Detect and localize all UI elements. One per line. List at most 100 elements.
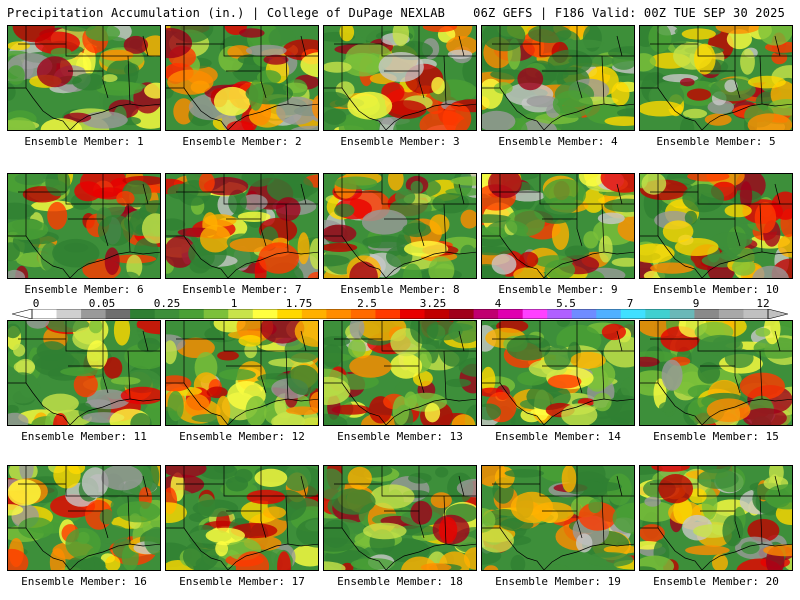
- colorbar-right-arrow: [767, 309, 788, 319]
- ensemble-member-map: [323, 25, 477, 131]
- state-border: [227, 543, 318, 570]
- colorbar-swatch: [424, 309, 450, 319]
- state-border: [385, 398, 476, 425]
- state-border: [142, 330, 149, 352]
- state-border: [734, 466, 741, 539]
- state-border: [539, 321, 577, 352]
- ensemble-member-label: Ensemble Member: 6: [24, 283, 144, 296]
- ensemble-member-map: [7, 173, 161, 279]
- colorbar-swatch: [252, 309, 278, 319]
- state-border: [142, 35, 149, 57]
- state-border: [774, 330, 781, 352]
- state-border: [260, 26, 267, 99]
- state-border: [774, 35, 781, 57]
- ensemble-member-label: Ensemble Member: 4: [498, 135, 618, 148]
- colorbar-swatch: [718, 309, 744, 319]
- state-border: [385, 543, 476, 570]
- ensemble-member-map: [481, 25, 635, 131]
- state-border: [65, 466, 103, 497]
- ensemble-member-map: [639, 320, 793, 426]
- ensemble-member-label: Ensemble Member: 12: [179, 430, 305, 443]
- state-border: [601, 350, 605, 400]
- state-border: [543, 543, 634, 570]
- state-border: [223, 321, 261, 352]
- colorbar-swatch: [203, 309, 229, 319]
- colorbar-tick-label: 2.5: [357, 297, 377, 310]
- state-border: [576, 466, 583, 539]
- state-border: [69, 398, 160, 425]
- state-border: [697, 321, 735, 352]
- state-border: [127, 495, 131, 545]
- colorbar-swatch: [228, 309, 254, 319]
- state-border: [759, 350, 763, 400]
- ensemble-member-label: Ensemble Member: 2: [182, 135, 302, 148]
- state-border: [616, 183, 623, 205]
- colorbar-swatch: [669, 309, 695, 319]
- state-border: [543, 251, 634, 278]
- colorbar-tick-label: 4: [494, 297, 502, 310]
- colorbar-swatch: [400, 309, 426, 319]
- state-border: [774, 475, 781, 497]
- state-border: [576, 321, 583, 394]
- state-border: [102, 466, 109, 539]
- state-border: [443, 55, 447, 105]
- colorbar-swatch: [105, 309, 131, 319]
- state-border: [260, 174, 267, 247]
- ensemble-member-label: Ensemble Member: 14: [495, 430, 621, 443]
- state-border: [285, 55, 289, 105]
- ensemble-member-map: [323, 465, 477, 571]
- colorbar-tick-label: 0.25: [153, 297, 181, 310]
- colorbar-swatch: [32, 309, 58, 319]
- state-border: [539, 466, 577, 497]
- state-border: [127, 55, 131, 105]
- state-border: [734, 26, 741, 99]
- colorbar-left-arrow: [12, 309, 33, 319]
- state-border: [539, 26, 577, 57]
- state-border: [418, 466, 425, 539]
- colorbar-swatch: [277, 309, 303, 319]
- ensemble-member-map: [165, 465, 319, 571]
- ensemble-member-map: [481, 465, 635, 571]
- state-border: [539, 174, 577, 205]
- ensemble-member-map: [323, 320, 477, 426]
- state-border: [65, 321, 103, 352]
- state-border: [543, 103, 634, 130]
- state-border: [759, 55, 763, 105]
- state-border: [759, 203, 763, 253]
- state-border: [759, 495, 763, 545]
- state-border: [381, 26, 419, 57]
- state-border: [102, 26, 109, 99]
- state-border: [381, 174, 419, 205]
- state-border: [127, 350, 131, 400]
- state-border: [65, 26, 103, 57]
- colorbar-swatch: [56, 309, 82, 319]
- colorbar-swatch: [326, 309, 352, 319]
- colorbar-swatch: [620, 309, 646, 319]
- state-border: [285, 350, 289, 400]
- ensemble-member-map: [481, 173, 635, 279]
- state-border: [69, 103, 160, 130]
- colorbar-tick-label: 3.25: [419, 297, 447, 310]
- state-border: [418, 174, 425, 247]
- state-border: [381, 321, 419, 352]
- colorbar-swatch: [449, 309, 475, 319]
- state-border: [260, 321, 267, 394]
- state-border: [223, 466, 261, 497]
- state-border: [697, 466, 735, 497]
- ensemble-member-label: Ensemble Member: 9: [498, 283, 618, 296]
- colorbar-swatch: [350, 309, 376, 319]
- colorbar-swatch: [596, 309, 622, 319]
- state-border: [701, 398, 792, 425]
- state-border: [381, 466, 419, 497]
- ensemble-member-map: [323, 173, 477, 279]
- state-border: [601, 495, 605, 545]
- ensemble-member-label: Ensemble Member: 1: [24, 135, 144, 148]
- ensemble-member-map: [481, 320, 635, 426]
- colorbar-swatch: [743, 309, 769, 319]
- state-border: [300, 475, 307, 497]
- map-header: Precipitation Accumulation (in.) | Colle…: [0, 0, 800, 24]
- ensemble-member-map: [165, 320, 319, 426]
- colorbar-tick-label: 0.05: [88, 297, 116, 310]
- colorbar-swatch: [473, 309, 499, 319]
- ensemble-member-map: [165, 25, 319, 131]
